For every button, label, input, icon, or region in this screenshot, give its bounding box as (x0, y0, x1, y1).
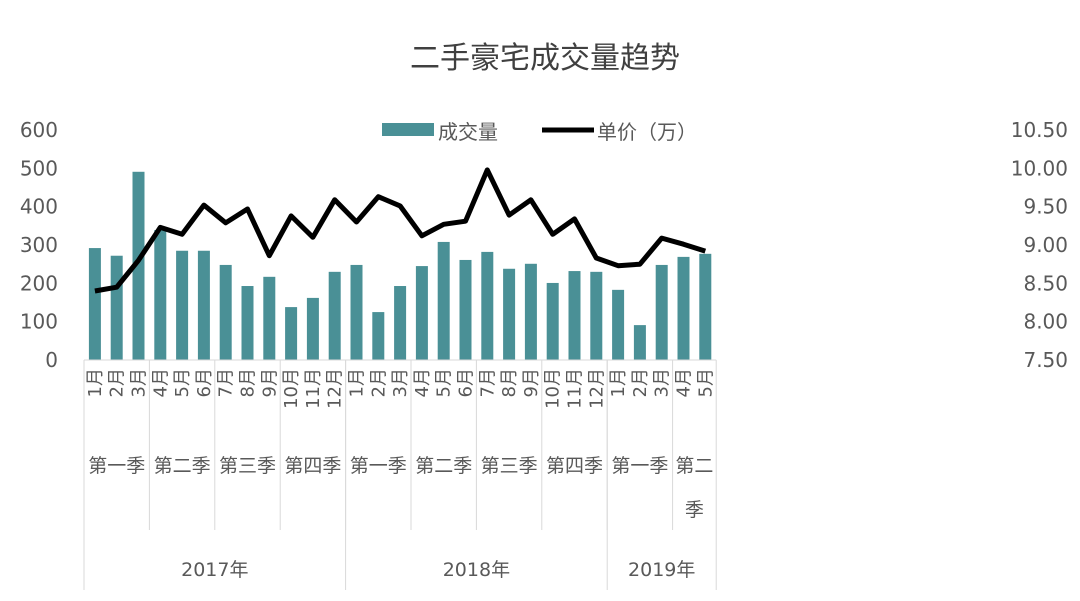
y-left-tick-label: 400 (20, 195, 58, 219)
bar (524, 263, 537, 360)
legend-bar-swatch (382, 123, 434, 136)
bar (415, 266, 428, 360)
month-label: 9月 (259, 368, 280, 397)
bar (219, 264, 232, 360)
month-label: 7月 (477, 368, 498, 397)
bar (132, 171, 145, 360)
month-label: 10月 (281, 368, 302, 409)
bar (568, 271, 581, 360)
month-label: 10月 (543, 368, 564, 409)
bar (154, 230, 167, 360)
month-label: 8月 (238, 368, 259, 397)
y-left-tick-label: 500 (20, 156, 58, 180)
y-right-tick-label: 10.50 (1011, 118, 1068, 142)
month-label: 5月 (172, 368, 193, 397)
bar (110, 255, 123, 360)
month-label: 7月 (216, 368, 237, 397)
bar (677, 256, 690, 360)
month-label: 4月 (150, 368, 171, 397)
month-label: 3月 (652, 368, 673, 397)
month-label: 1月 (608, 368, 629, 397)
bar (633, 325, 646, 360)
quarter-label: 第二季 (154, 455, 211, 477)
bar (612, 289, 625, 360)
month-label: 12月 (325, 368, 346, 409)
y-left-tick-label: 200 (20, 271, 58, 295)
month-label: 2月 (630, 368, 651, 397)
quarter-label: 第一季 (88, 455, 145, 477)
month-label: 12月 (586, 368, 607, 409)
price-line (94, 167, 707, 294)
y-left-tick-label: 100 (20, 310, 58, 334)
quarter-label: 第一季 (611, 455, 668, 477)
month-label: 11月 (565, 368, 586, 409)
quarter-label: 第二季 (415, 455, 472, 477)
line-series (94, 167, 707, 294)
bar (437, 241, 450, 360)
y-right-tick-label: 10.00 (1011, 156, 1068, 180)
month-label: 11月 (303, 368, 324, 409)
bar (459, 259, 472, 360)
month-label: 2月 (107, 368, 128, 397)
year-label: 2019年 (628, 559, 695, 581)
month-label: 2月 (368, 368, 389, 397)
bar (590, 271, 603, 360)
y-left-tick-label: 300 (20, 233, 58, 257)
month-label: 1月 (347, 368, 368, 397)
month-label: 4月 (674, 368, 695, 397)
y-axis-left: 0 100 200 300 400 500 600 (20, 118, 58, 372)
quarter-label: 第一季 (350, 455, 407, 477)
bar (394, 286, 407, 360)
y-left-tick-label: 0 (45, 348, 58, 372)
month-label: 5月 (434, 368, 455, 397)
bar (372, 312, 385, 360)
legend-bar-label: 成交量 (438, 120, 498, 144)
bar (263, 276, 276, 360)
y-right-tick-label: 9.00 (1023, 233, 1068, 257)
bar (481, 251, 494, 360)
y-axis-right: 7.50 8.00 8.50 9.00 9.50 10.00 10.50 (1011, 118, 1068, 372)
month-label: 9月 (521, 368, 542, 397)
bar (285, 307, 298, 360)
month-label: 6月 (194, 368, 215, 397)
bar (503, 268, 516, 360)
month-label: 3月 (390, 368, 411, 397)
y-right-tick-label: 7.50 (1023, 348, 1068, 372)
y-left-tick-label: 600 (20, 118, 58, 142)
legend: 成交量 单价（万） (382, 120, 697, 144)
bar (88, 248, 101, 360)
month-label: 6月 (456, 368, 477, 397)
chart-title: 二手豪宅成交量趋势 (410, 41, 680, 76)
month-label: 8月 (499, 368, 520, 397)
quarter-label: 第四季 (284, 455, 341, 477)
year-label: 2018年 (443, 559, 510, 581)
legend-line-label: 单价（万） (597, 120, 697, 144)
bar (655, 264, 668, 360)
month-label: 5月 (695, 368, 716, 397)
bar (546, 282, 559, 360)
quarter-label: 第三季 (481, 455, 538, 477)
bar (306, 297, 319, 360)
quarter-label: 第二季 (675, 455, 713, 521)
month-label: 1月 (85, 368, 106, 397)
month-label: 3月 (129, 368, 150, 397)
y-right-tick-label: 9.50 (1023, 195, 1068, 219)
quarter-label: 第四季 (546, 455, 603, 477)
x-axis: 1月 2月 3月 4月 5月 6月 7月 8月 9月 10月 11月 12月 1月 2月 3月 4月 5月 6月 7… (83, 359, 717, 590)
bar (176, 250, 189, 360)
y-right-tick-label: 8.50 (1023, 271, 1068, 295)
bar (350, 264, 363, 360)
bar (328, 271, 341, 360)
bar (699, 253, 712, 360)
month-label: 4月 (412, 368, 433, 397)
bar (241, 286, 254, 360)
year-label: 2017年 (181, 559, 248, 581)
y-right-tick-label: 8.00 (1023, 310, 1068, 334)
quarter-label: 第三季 (219, 455, 276, 477)
bar (197, 250, 210, 360)
bar-series (88, 171, 712, 360)
